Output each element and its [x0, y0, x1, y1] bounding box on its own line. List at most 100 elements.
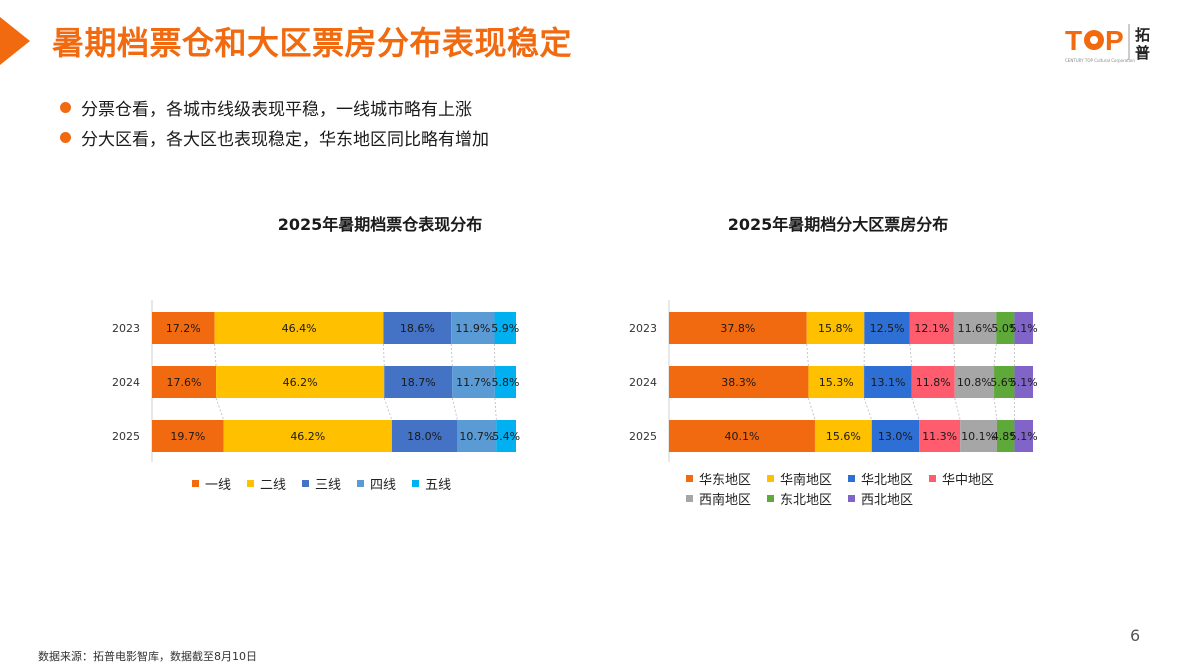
- legend-item: 华南地区: [767, 468, 832, 488]
- legend-item: 五线: [412, 473, 451, 493]
- data-label: 46.2%: [290, 430, 325, 443]
- legend-swatch-icon: [302, 479, 310, 487]
- data-label: 5.0%: [991, 322, 1019, 335]
- data-label: 11.6%: [958, 322, 993, 335]
- tier-distribution-chart: 2025年暑期档票仓表现分布 2023 17.2% 46.4% 18.6% 11.9% 5.…: [60, 200, 620, 520]
- series-connector-line: [954, 397, 961, 421]
- data-label: 13.0%: [878, 430, 913, 443]
- bar-segment: [996, 420, 1015, 452]
- legend-item: 华北地区: [848, 468, 913, 488]
- legend-swatch-icon: [686, 494, 693, 502]
- svg-text:P: P: [1105, 25, 1124, 56]
- bar-segment: [1014, 420, 1033, 452]
- data-label: 10.7%: [459, 430, 494, 443]
- data-label: 46.4%: [282, 322, 317, 335]
- bar-segment: [960, 420, 997, 452]
- svg-text:T: T: [1065, 25, 1082, 56]
- legend-label: 华北地区: [861, 472, 914, 488]
- data-label: 5.1%: [1010, 322, 1038, 335]
- bar-segment: [806, 312, 865, 344]
- series-connector-line: [808, 397, 816, 421]
- y-tick-label: 2024: [112, 376, 140, 389]
- series-connector-line: [383, 397, 393, 421]
- legend-label: 西北地区: [861, 492, 914, 508]
- region-distribution-svg: 2025年暑期档分大区票房分布 2023 37.8% 15.8% 12.5% 12.1% 1…: [629, 215, 1038, 462]
- bar-segment: [996, 312, 1015, 344]
- data-source-note: 数据来源：拓普电影智库，数据截至8月10日: [38, 650, 257, 663]
- data-label: 11.3%: [922, 430, 957, 443]
- bar-segment: [814, 420, 872, 452]
- data-label: 11.7%: [456, 376, 491, 389]
- svg-text:普: 普: [1135, 44, 1150, 62]
- data-label: 11.8%: [916, 376, 951, 389]
- data-label: 17.6%: [167, 376, 202, 389]
- data-label: 5.9%: [491, 322, 519, 335]
- data-label: 19.7%: [170, 430, 205, 443]
- data-label: 40.1%: [725, 430, 760, 443]
- data-label: 15.8%: [818, 322, 853, 335]
- bar-segment: [452, 366, 495, 398]
- bar-segment: [216, 366, 385, 398]
- legend-swatch-icon: [848, 474, 856, 482]
- bar-segment: [457, 420, 497, 452]
- data-label: 13.1%: [870, 376, 905, 389]
- legend-item: 四线: [357, 473, 396, 493]
- series-connector-line: [953, 343, 956, 367]
- legend-swatch-icon: [686, 474, 693, 482]
- y-tick-label: 2024: [629, 376, 657, 389]
- series-connector-line: [993, 343, 997, 367]
- legend-label: 华南地区: [780, 472, 833, 488]
- legend-swatch-icon: [357, 479, 365, 487]
- bar-segment: [911, 366, 955, 398]
- data-label: 5.1%: [1010, 376, 1038, 389]
- legend-item: 西北地区: [848, 488, 913, 508]
- page-title: 暑期档票仓和大区票房分布表现稳定: [52, 24, 573, 62]
- y-tick-label: 2025: [112, 430, 140, 443]
- company-logo: T P 拓 普 CENTURY TOP Cultural Corporation: [1065, 20, 1175, 68]
- y-tick-label: 2023: [112, 322, 140, 335]
- legend-item: 东北地区: [767, 488, 832, 508]
- legend-item: 一线: [192, 473, 231, 493]
- bar-segment: [669, 312, 807, 344]
- bullet-dot-icon: [60, 131, 71, 143]
- legend-swatch-icon: [767, 474, 775, 482]
- svg-text:CENTURY TOP Cultural Corporati: CENTURY TOP Cultural Corporation: [1065, 58, 1135, 63]
- series-connector-line: [494, 397, 497, 421]
- bar-segment: [953, 312, 997, 344]
- page-number: 6: [1130, 626, 1141, 645]
- series-connector-line: [911, 397, 920, 421]
- legend-item: 三线: [302, 473, 341, 493]
- top-logo-icon: T P 拓 普 CENTURY TOP Cultural Corporation: [1065, 24, 1150, 63]
- data-label: 10.1%: [961, 430, 996, 443]
- chart-title: 2025年暑期档分大区票房分布: [728, 215, 949, 234]
- series-connector-line: [450, 343, 453, 367]
- data-label: 18.0%: [407, 430, 442, 443]
- bar-segment: [994, 366, 1015, 398]
- data-label: 5.1%: [1010, 430, 1038, 443]
- bar-segment: [919, 420, 961, 452]
- series-connector-line: [909, 343, 913, 367]
- bar-segment: [223, 420, 392, 452]
- data-label: 10.8%: [957, 376, 992, 389]
- bar-segment: [494, 366, 516, 398]
- bullet-item: 分大区看，各大区也表现稳定，华东地区同比略有增加: [60, 122, 489, 152]
- legend-label: 三线: [315, 477, 342, 493]
- bar-segment: [864, 366, 912, 398]
- bar-segment: [152, 366, 217, 398]
- data-label: 17.2%: [166, 322, 201, 335]
- data-label: 37.8%: [720, 322, 755, 335]
- legend-item: 华东地区: [686, 468, 751, 488]
- region-distribution-chart: 2025年暑期档分大区票房分布 2023 37.8% 15.8% 12.5% 12.1% 1…: [570, 200, 1130, 520]
- bullet-list: 分票仓看，各城市线级表现平稳，一线城市略有上涨 分大区看，各大区也表现稳定，华东…: [60, 92, 489, 152]
- data-label: 18.7%: [401, 376, 436, 389]
- legend-label: 东北地区: [780, 492, 833, 508]
- bar-segment: [152, 312, 215, 344]
- bar-segment: [451, 312, 495, 344]
- data-label: 11.9%: [455, 322, 490, 335]
- series-connector-line: [806, 343, 809, 367]
- legend-label: 华东地区: [699, 472, 752, 488]
- legend-label: 四线: [370, 477, 397, 493]
- bar-segment: [669, 420, 815, 452]
- bar-segment: [214, 312, 384, 344]
